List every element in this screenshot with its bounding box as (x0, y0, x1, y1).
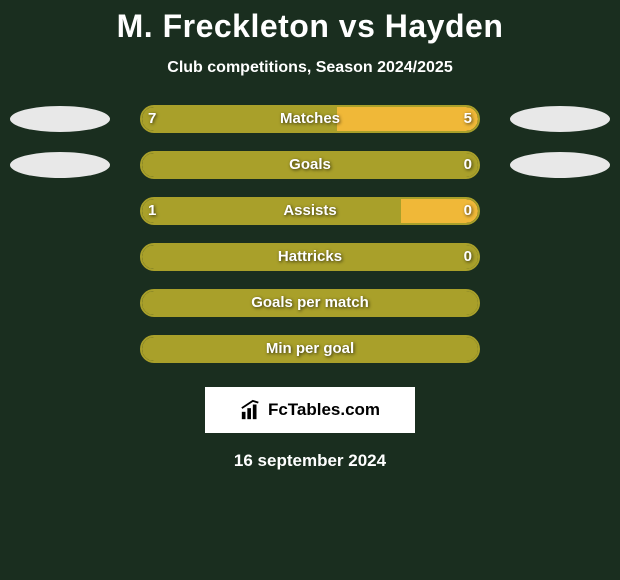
watermark: FcTables.com (205, 387, 415, 433)
chart-icon (240, 399, 262, 421)
stat-bar-track (140, 289, 480, 317)
stat-row: Hattricks0 (0, 243, 620, 289)
stat-row: Assists10 (0, 197, 620, 243)
stat-bar-left (142, 153, 478, 177)
stat-row: Goals per match (0, 289, 620, 335)
watermark-text: FcTables.com (268, 400, 380, 420)
stat-bar-left (142, 199, 401, 223)
stat-bar-track (140, 151, 480, 179)
player2-name: Hayden (385, 8, 504, 44)
player1-ellipse (10, 152, 110, 178)
player1-name: M. Freckleton (117, 8, 330, 44)
stat-row: Matches75 (0, 105, 620, 151)
stat-bar-left (142, 337, 478, 361)
player2-ellipse (510, 152, 610, 178)
player2-ellipse (510, 106, 610, 132)
subtitle: Club competitions, Season 2024/2025 (0, 59, 620, 77)
page-title: M. Freckleton vs Hayden (0, 8, 620, 45)
stat-row: Min per goal (0, 335, 620, 381)
comparison-container: M. Freckleton vs Hayden Club competition… (0, 0, 620, 471)
date-text: 16 september 2024 (0, 451, 620, 471)
stat-bar-left (142, 107, 337, 131)
player1-ellipse (10, 106, 110, 132)
stat-bar-right (337, 107, 478, 131)
stat-bar-track (140, 105, 480, 133)
stat-row: Goals0 (0, 151, 620, 197)
stat-bar-right (401, 199, 478, 223)
stat-bar-left (142, 245, 478, 269)
vs-text: vs (339, 8, 376, 44)
stats-area: Matches75Goals0Assists10Hattricks0Goals … (0, 105, 620, 381)
stat-bar-track (140, 243, 480, 271)
stat-bar-track (140, 335, 480, 363)
stat-bar-track (140, 197, 480, 225)
stat-bar-left (142, 291, 478, 315)
